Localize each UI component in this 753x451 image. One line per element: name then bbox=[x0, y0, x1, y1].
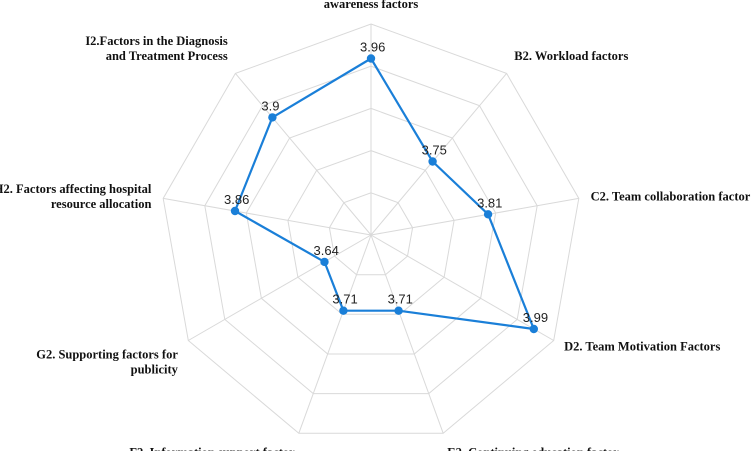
radar-spokes bbox=[163, 24, 579, 434]
data-point-5[interactable] bbox=[339, 306, 348, 315]
axis-label-line: H2. Factors affecting hospital bbox=[0, 182, 152, 196]
data-point-8[interactable] bbox=[268, 113, 277, 122]
data-label-4: 3.71 bbox=[388, 292, 413, 307]
grid-ring-3 bbox=[245, 107, 497, 355]
data-point-3[interactable] bbox=[529, 324, 538, 334]
spoke-4 bbox=[370, 234, 444, 434]
radar-grid bbox=[162, 23, 580, 434]
axis-label-line: F2. Information support factor bbox=[129, 446, 295, 451]
series-line bbox=[233, 57, 535, 331]
axis-label-0: A2.Departmental attention/doctorawarenes… bbox=[280, 0, 462, 11]
spoke-6 bbox=[188, 234, 372, 341]
spoke-3 bbox=[370, 234, 554, 341]
axis-label-line: G2. Supporting factors for bbox=[36, 348, 178, 362]
spoke-2 bbox=[370, 197, 579, 236]
axis-label-line: awareness factors bbox=[324, 0, 419, 11]
data-point-4[interactable] bbox=[394, 306, 403, 315]
axis-label-1: B2. Workload factors bbox=[514, 49, 628, 63]
axis-label-line: C2. Team collaboration factor bbox=[591, 189, 751, 203]
grid-ring-1 bbox=[328, 192, 414, 276]
axis-label-line: publicity bbox=[131, 363, 179, 377]
data-label-2: 3.81 bbox=[477, 195, 502, 210]
axis-label-line: resource allocation bbox=[51, 197, 152, 211]
data-label-5: 3.71 bbox=[332, 292, 357, 307]
spoke-8 bbox=[235, 73, 372, 236]
spoke-7 bbox=[163, 197, 372, 236]
spoke-5 bbox=[298, 234, 372, 434]
data-label-3: 3.99 bbox=[523, 310, 548, 325]
axis-label-8: I2.Factors in the Diagnosis and Treatment… bbox=[85, 34, 228, 63]
data-point-6[interactable] bbox=[320, 257, 329, 267]
grid-ring-5 bbox=[162, 23, 580, 434]
data-label-7: 3.86 bbox=[224, 192, 249, 207]
axis-label-3: D2. Team Motivation Factors bbox=[564, 340, 720, 354]
data-label-1: 3.75 bbox=[422, 143, 447, 158]
axis-label-5: F2. Information support factor bbox=[129, 446, 295, 451]
data-label-6: 3.64 bbox=[314, 243, 339, 258]
axis-label-6: G2. Supporting factors for publicity bbox=[36, 348, 178, 377]
axis-label-line: and Treatment Process bbox=[106, 49, 228, 63]
data-point-0[interactable] bbox=[366, 54, 376, 63]
radar-series: 3.96 3.75 3.81 3.99 3.71 3.71 3.64 3.86 3.9 bbox=[224, 40, 548, 334]
axis-label-2: C2. Team collaboration factor bbox=[591, 189, 751, 203]
data-point-1[interactable] bbox=[428, 157, 437, 166]
axis-label-line: B2. Workload factors bbox=[514, 49, 628, 63]
data-point-7[interactable] bbox=[230, 206, 240, 216]
axis-label-4: E2. Continuing education factor bbox=[447, 446, 619, 451]
data-label-0: 3.96 bbox=[360, 40, 385, 55]
axis-label-line: I2.Factors in the Diagnosis bbox=[85, 34, 228, 48]
axis-label-7: H2. Factors affecting hospital resource a… bbox=[0, 182, 152, 211]
spoke-1 bbox=[370, 73, 507, 236]
data-label-8: 3.9 bbox=[261, 98, 279, 113]
grid-ring-2 bbox=[287, 150, 455, 315]
grid-ring-4 bbox=[204, 65, 538, 395]
axis-label-line: E2. Continuing education factor bbox=[447, 446, 619, 451]
axis-label-line: D2. Team Motivation Factors bbox=[564, 340, 720, 354]
data-point-2[interactable] bbox=[483, 210, 493, 219]
